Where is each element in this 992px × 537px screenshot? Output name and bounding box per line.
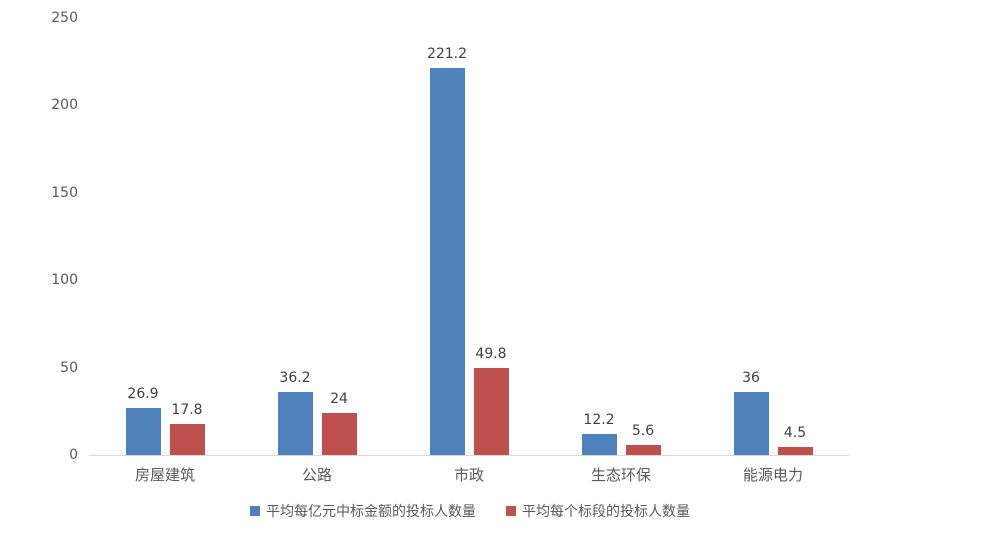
bar-value-label: 49.8 <box>475 345 507 362</box>
bar-group: 26.9 17.8 房屋建筑 <box>89 0 241 484</box>
bar-value-label: 36 <box>742 370 760 387</box>
bar-value-label: 5.6 <box>631 423 655 440</box>
bar-group: 12.2 5.6 生态环保 <box>545 0 697 484</box>
bar-value-label: 4.5 <box>783 425 807 442</box>
x-axis-line <box>89 455 849 456</box>
bar-series1 <box>277 391 313 455</box>
bar-group: 221.2 49.8 市政 <box>393 0 545 484</box>
bar-value-label: 36.2 <box>279 369 311 386</box>
category-label: 市政 <box>453 466 484 484</box>
bar-series1 <box>581 433 617 455</box>
y-axis-tick-label: 100 <box>51 272 78 289</box>
bar-group: 36.2 24 公路 <box>241 0 393 484</box>
bar-series2 <box>625 445 661 455</box>
y-axis-tick-label: 50 <box>60 359 78 376</box>
legend-label: 平均每个标段的投标人数量 <box>522 504 690 520</box>
legend-item: 平均每亿元中标金额的投标人数量 <box>250 501 476 521</box>
bar-value-label: 17.8 <box>171 401 203 418</box>
bar-group: 36 4.5 能源电力 <box>697 0 849 484</box>
y-axis-tick-label: 250 <box>51 10 78 26</box>
legend: 平均每亿元中标金额的投标人数量 平均每个标段的投标人数量 <box>0 501 940 521</box>
category-label: 生态环保 <box>590 466 651 484</box>
bar-series1 <box>125 407 161 455</box>
legend-swatch-icon <box>506 506 516 516</box>
bar-value-label: 12.2 <box>583 411 615 428</box>
legend-item: 平均每个标段的投标人数量 <box>506 501 690 521</box>
legend-swatch-icon <box>250 506 260 516</box>
bar-value-label: 26.9 <box>127 385 159 402</box>
y-axis-tick-label: 150 <box>51 184 78 201</box>
bar-series2 <box>321 413 357 455</box>
y-axis-tick-label: 200 <box>51 97 78 114</box>
bar-series1 <box>733 392 769 455</box>
bar-series2 <box>169 423 205 455</box>
bar-series2 <box>473 367 509 455</box>
category-label: 能源电力 <box>742 466 803 484</box>
bar-series1 <box>429 68 465 455</box>
category-label: 公路 <box>301 466 332 484</box>
y-axis-tick-label: 0 <box>69 447 78 463</box>
legend-label: 平均每亿元中标金额的投标人数量 <box>266 504 476 520</box>
bar-value-label: 221.2 <box>426 46 468 63</box>
bar-value-label: 24 <box>330 391 348 408</box>
category-label: 房屋建筑 <box>134 466 195 484</box>
bar-series2 <box>777 447 813 455</box>
